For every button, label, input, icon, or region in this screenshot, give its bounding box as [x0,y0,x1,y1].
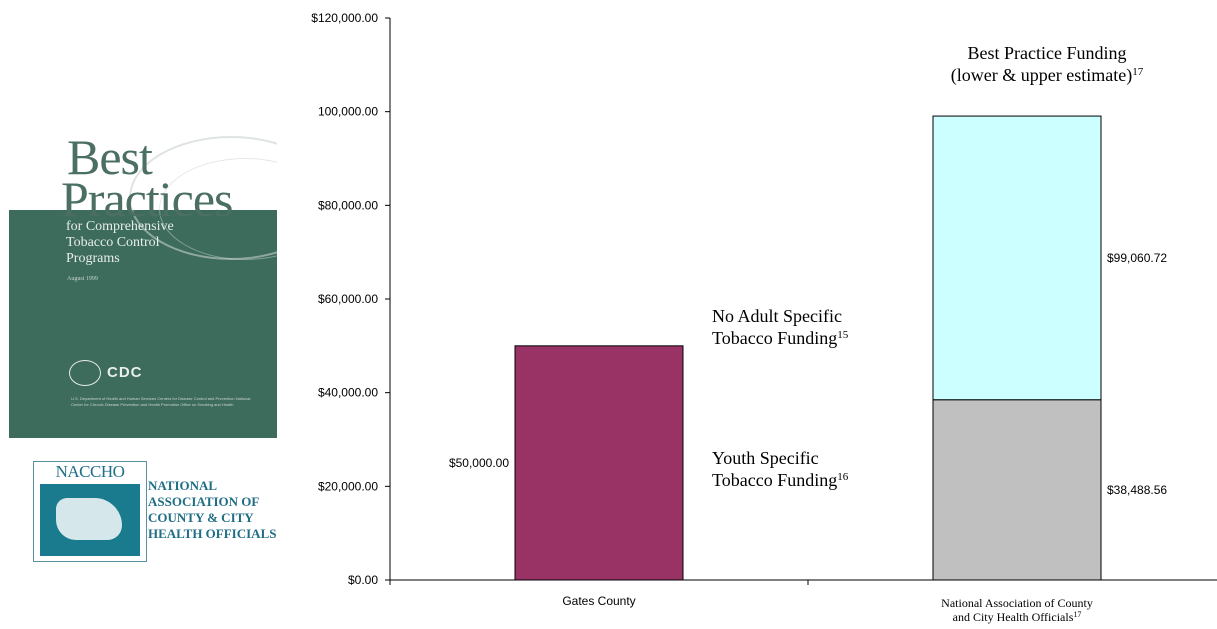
cover-subtitle-line: Programs [66,251,120,266]
hhs-eagle-icon [69,360,101,386]
annotation-text: (lower & upper estimate)17 [951,65,1144,86]
y-tick-label: $20,000.00 [318,479,378,493]
cover-subtitle: for Comprehensive Tobacco Control Progra… [66,219,246,267]
superscript: 17 [1073,610,1081,619]
bar-data-label: $50,000.00 [449,456,509,470]
cover-title-best: Best [67,129,153,185]
cover-subtitle-line: Tobacco Control [66,235,160,250]
us-map-icon [56,498,122,540]
bar-data-label: $38,488.56 [1107,483,1167,497]
y-tick-label: $80,000.00 [318,198,378,212]
naccho-map-box [40,484,140,556]
x-category-label: Gates County [562,594,635,608]
naccho-logo: NACCHO [33,461,147,562]
y-tick-label: $0.00 [348,573,378,587]
naccho-name-line: ASSOCIATION OF [148,494,260,509]
y-tick-label: 100,000.00 [318,105,378,119]
annotation-text: Tobacco Funding15 [712,328,849,348]
annotation-text: Best Practice Funding [968,43,1127,63]
naccho-name-line: HEALTH OFFICIALS [148,526,277,541]
annotation-text: Youth Specific [712,448,819,468]
best-practices-cover: Best Practices for Comprehensive Tobacco… [9,128,277,438]
cover-subtitle-line: for Comprehensive [66,219,174,234]
bar-segment [932,399,1102,581]
x-category-label: National Association of County [941,596,1093,610]
bar-data-label: $99,060.72 [1107,251,1167,265]
annotation-text: No Adult Specific [712,306,842,326]
cover-cdc-label: CDC [107,364,143,381]
cover-agency-detail: U.S. Department of Health and Human Serv… [71,396,251,407]
x-category-label: and City Health Officials17 [953,610,1082,625]
naccho-name-line: COUNTY & CITY [148,510,254,525]
naccho-acronym: NACCHO [55,462,125,481]
annotation-text: Tobacco Funding16 [712,470,849,490]
superscript: 17 [1132,66,1144,78]
cover-title-practices: Practices [61,171,233,227]
superscript: 16 [837,471,849,483]
y-tick-label: $60,000.00 [318,292,378,306]
naccho-name: NATIONAL ASSOCIATION OF COUNTY & CITY HE… [148,478,298,542]
naccho-name-line: NATIONAL [148,478,218,493]
bar-segment [932,115,1102,401]
cover-date: August 1999 [67,276,98,282]
superscript: 15 [837,329,849,341]
y-tick-label: $120,000.00 [311,11,378,25]
y-tick-label: $40,000.00 [318,386,378,400]
bar-segment [514,345,684,581]
